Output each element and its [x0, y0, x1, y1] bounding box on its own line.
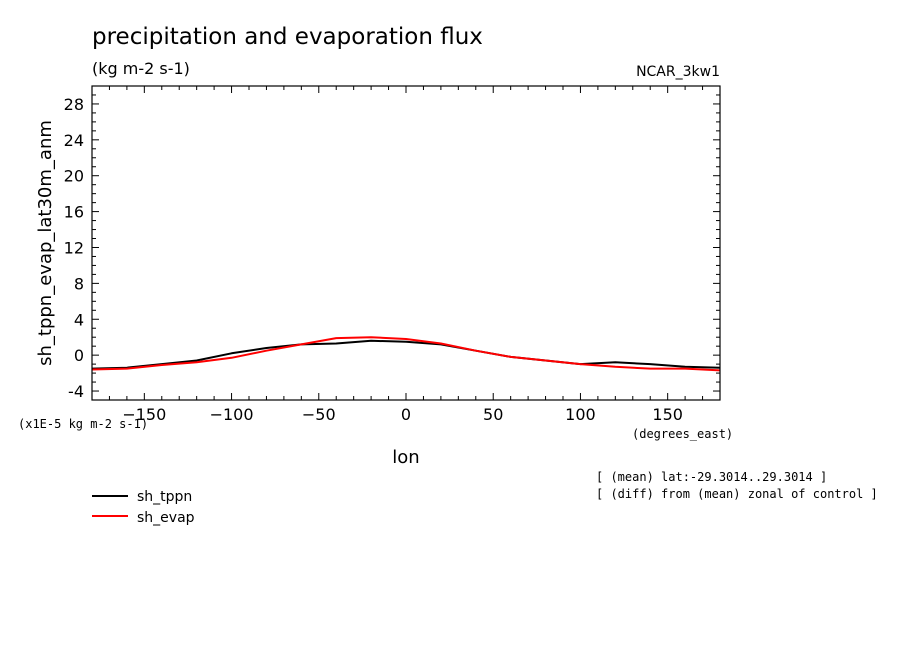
- plot-frame: [91, 85, 721, 401]
- y-tick-label: -4: [68, 382, 84, 401]
- y-tick-label: 12: [64, 238, 84, 257]
- y-tick-label: 24: [64, 131, 84, 150]
- x-axis-label: lon: [392, 447, 419, 468]
- model-label: NCAR_3kw1: [636, 64, 720, 80]
- x-tick-label: −150: [122, 405, 166, 424]
- chart-units: (kg m-2 s-1): [92, 59, 190, 78]
- y-tick-label: 0: [74, 346, 84, 365]
- y-axis-ticks: -4 0 4 8 12 16 20 24 28: [64, 85, 720, 401]
- y-tick-label: 16: [64, 203, 84, 222]
- x-axis-ticks: −150 −100 −50 0 50 100 150: [108, 86, 704, 424]
- y-axis-units: (x1E-5 kg m-2 s-1): [18, 417, 148, 431]
- series-line-sh-tppn: [91, 339, 721, 370]
- series-line-sh-evap: [91, 336, 721, 372]
- x-tick-label: 0: [401, 405, 411, 424]
- x-tick-label: 150: [652, 405, 683, 424]
- x-tick-label: 50: [483, 405, 503, 424]
- series-layer: [91, 336, 721, 372]
- chart-title: precipitation and evaporation flux: [92, 24, 483, 50]
- legend-label-sh-tppn: sh_tppn: [137, 489, 192, 505]
- x-tick-label: −50: [302, 405, 336, 424]
- y-tick-label: 8: [74, 274, 84, 293]
- note-diff: [ (diff) from (mean) zonal of control ]: [596, 487, 878, 501]
- note-lat-range: [ (mean) lat:-29.3014..29.3014 ]: [596, 470, 827, 484]
- legend: sh_tppn sh_evap: [92, 489, 195, 526]
- y-axis-label: sh_tppn_evap_lat30m_anm: [35, 120, 56, 366]
- y-tick-label: 20: [64, 167, 84, 186]
- y-tick-label: 4: [74, 310, 84, 329]
- x-tick-label: 100: [565, 405, 596, 424]
- x-tick-label: −100: [210, 405, 254, 424]
- y-tick-label: 28: [64, 95, 84, 114]
- legend-label-sh-evap: sh_evap: [137, 510, 195, 526]
- x-axis-units: (degrees_east): [632, 427, 733, 441]
